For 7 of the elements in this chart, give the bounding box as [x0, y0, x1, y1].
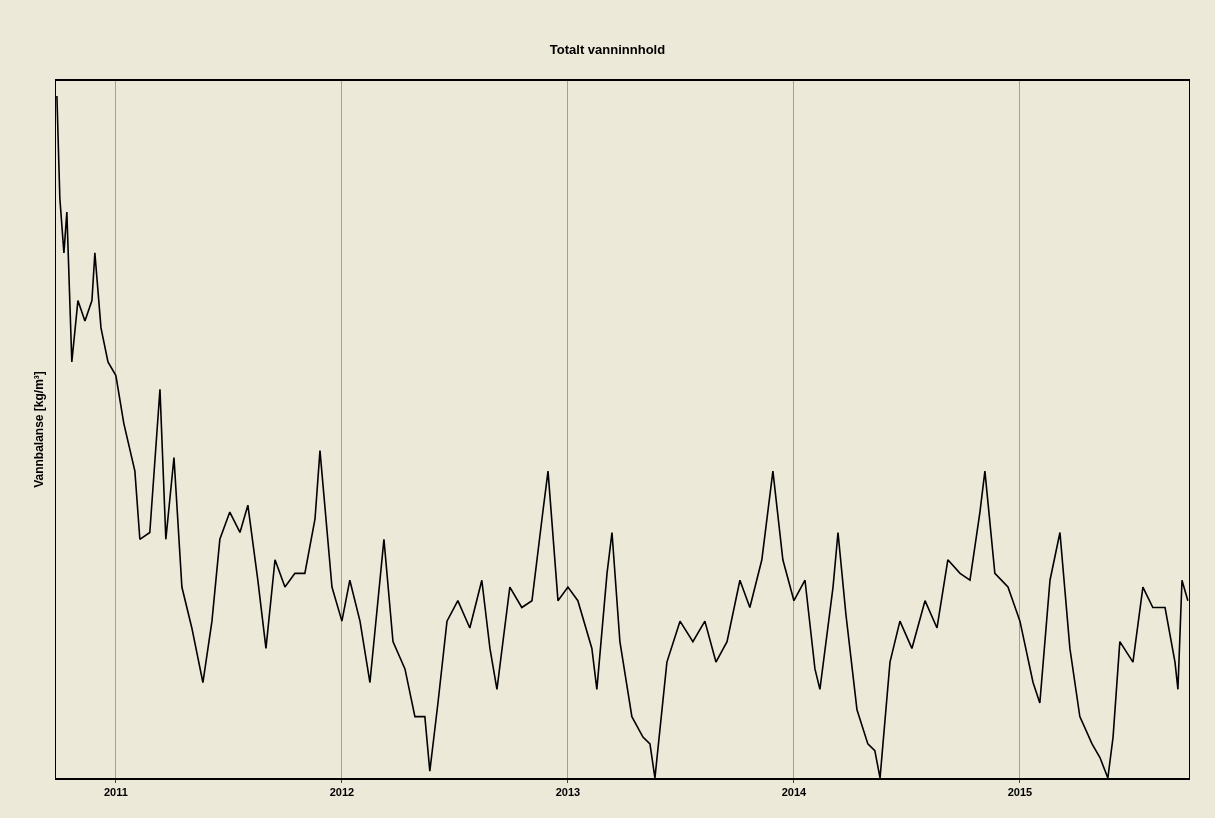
x-tick-label: 2015	[1007, 786, 1033, 799]
y-axis-title: Vannbalanse [kg/m³]	[32, 371, 47, 488]
x-tick-label: 2013	[555, 786, 581, 799]
chart-title: Totalt vanninnhold	[549, 41, 666, 57]
x-tick-label: 2011	[103, 786, 128, 799]
x-tick-label: 2012	[329, 786, 355, 799]
x-tick-label: 2014	[781, 786, 808, 799]
